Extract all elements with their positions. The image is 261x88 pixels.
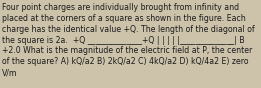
Text: Four point charges are individually brought from infinity and
placed at the corn: Four point charges are individually brou… xyxy=(2,3,255,77)
